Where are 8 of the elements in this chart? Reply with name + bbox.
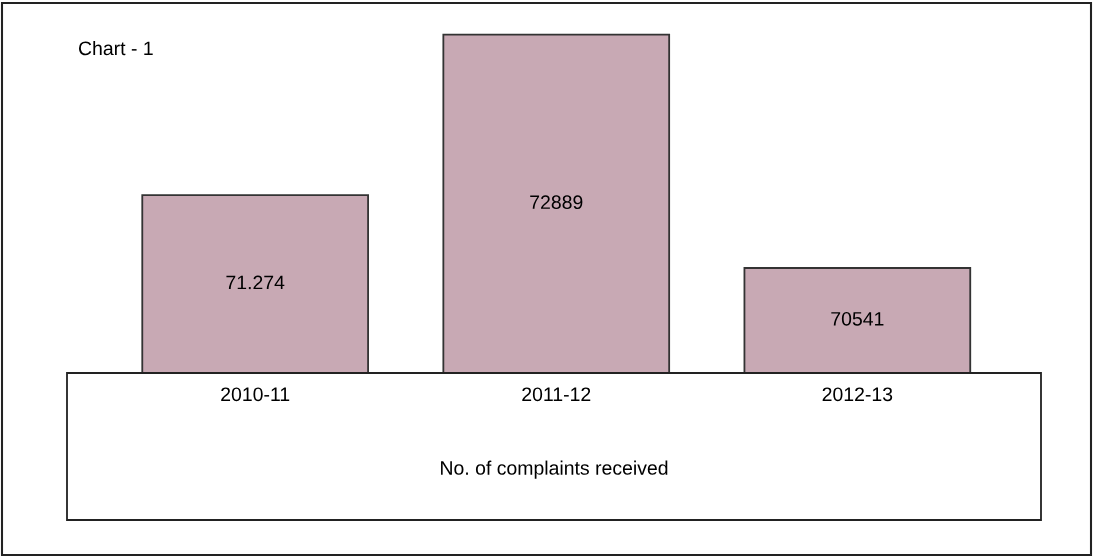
x-tick-label: 2010-11 [221, 387, 290, 402]
chart-title: Chart - 1 [78, 40, 153, 56]
x-tick-label: 2012-13 [822, 387, 893, 402]
data-label: 70541 [831, 311, 884, 326]
data-label: 72889 [530, 195, 583, 210]
data-label: 71.274 [226, 275, 285, 290]
x-axis-title: No. of complaints received [441, 460, 668, 479]
x-tick-label: 2011-12 [522, 387, 591, 402]
